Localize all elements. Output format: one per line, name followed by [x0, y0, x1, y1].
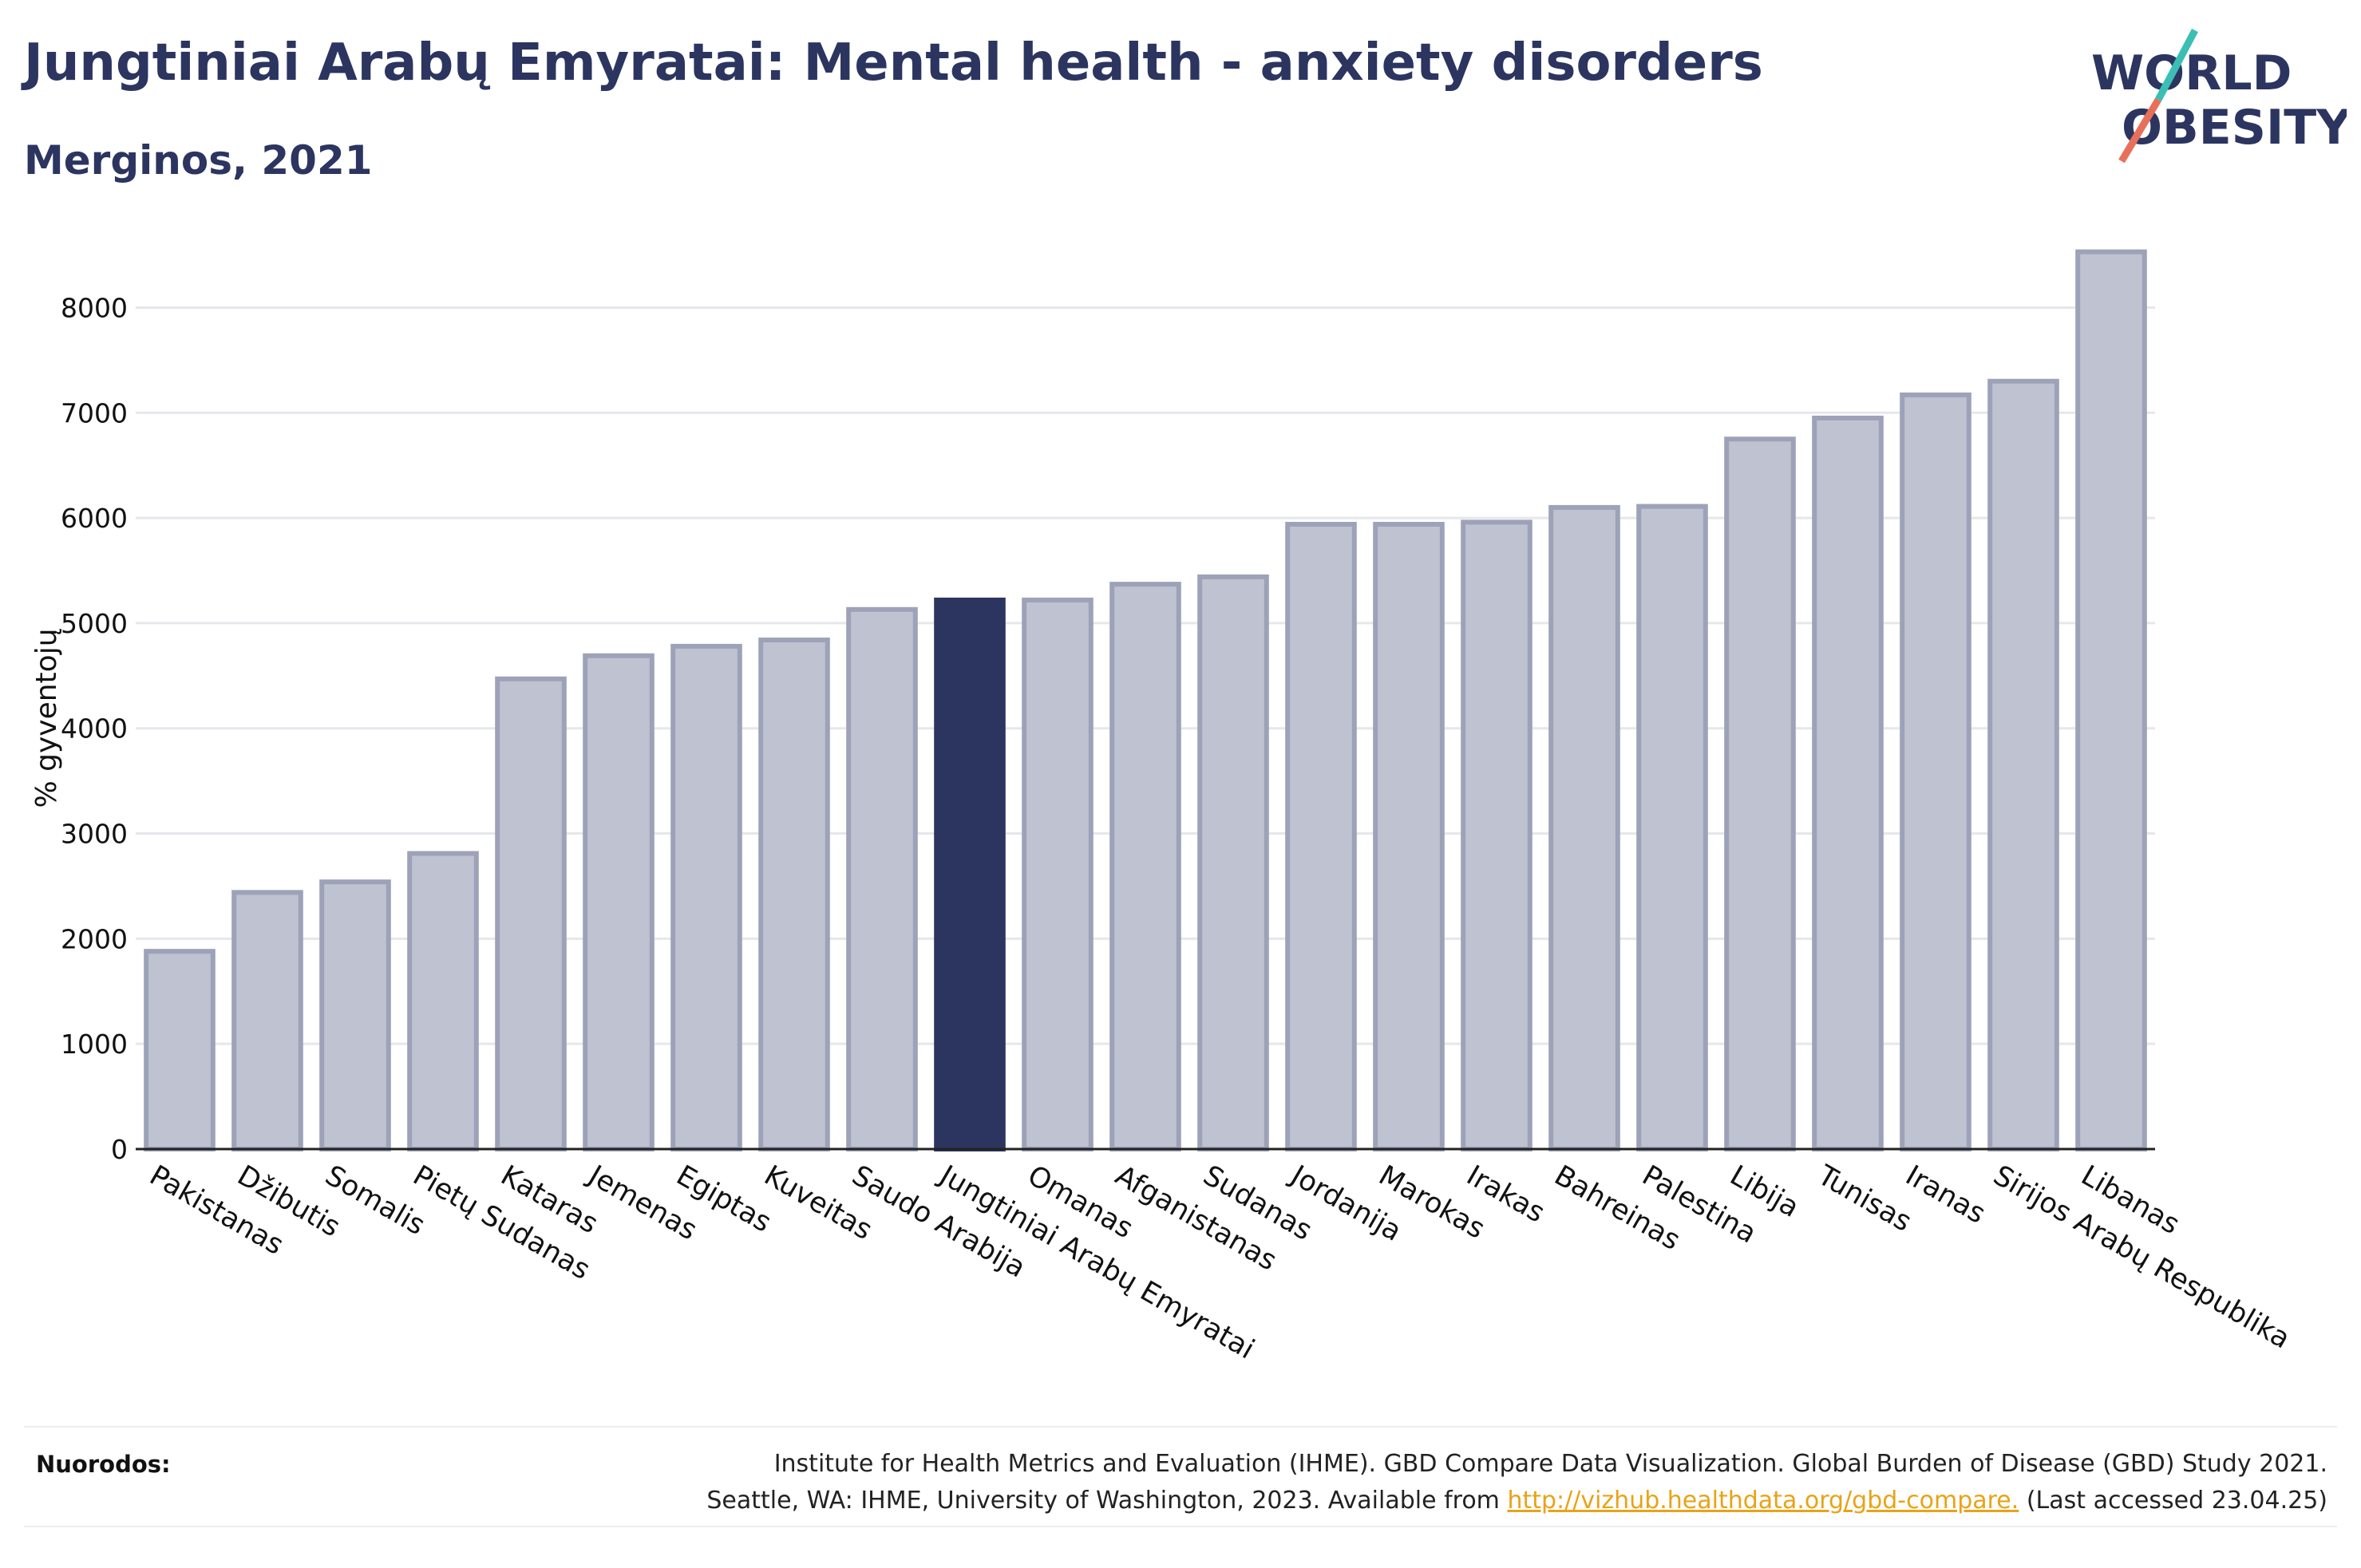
bar-marokas: [1373, 522, 1445, 1151]
y-tick-label: 5000: [61, 608, 128, 639]
bar-kuveitas: [758, 638, 830, 1151]
y-tick-label: 3000: [61, 819, 128, 850]
bar-kataras: [495, 676, 567, 1151]
bar-džibutis: [231, 890, 303, 1151]
y-tick-label: 4000: [61, 713, 128, 745]
bar-sudanas: [1197, 574, 1269, 1151]
bar-chart: 0 1000 2000 3000 4000 5000 6000 7000 8000 Pakist…: [30, 249, 2296, 1366]
bar-omanas: [1022, 597, 1093, 1151]
bars: [144, 249, 2147, 1152]
logo-world-text: WORLD: [2091, 45, 2292, 101]
y-tick-labels: 0 1000 2000 3000 4000 5000 6000 7000 8000: [61, 292, 128, 1165]
bar-jemenas: [583, 653, 655, 1151]
logo-obesity-text: OBESITY: [2122, 100, 2347, 156]
footer-divider-top: [24, 1426, 2337, 1428]
bar-irakas: [1461, 519, 1532, 1151]
y-tick-label: 6000: [61, 503, 128, 534]
logo-slash-coral: [2118, 97, 2161, 164]
bar-libija: [1724, 436, 1796, 1151]
bar-libanas: [2075, 249, 2147, 1151]
y-tick-label: 2000: [61, 923, 128, 954]
bar-tunisas: [1812, 415, 1884, 1151]
x-tick-label: Tunisas: [1812, 1159, 1917, 1238]
y-tick-label: 7000: [61, 397, 128, 429]
y-axis-label: % gyventojų: [30, 628, 63, 808]
y-tick-label: 8000: [61, 292, 128, 323]
citation-line2-post: (Last accessed 23.04.25): [2019, 1487, 2327, 1515]
y-tick-label: 1000: [61, 1029, 128, 1060]
page-title: Jungtiniai Arabų Emyratai: Mental health…: [24, 34, 1763, 93]
bar-bahreinas: [1548, 504, 1620, 1151]
footer-citation: Institute for Health Metrics and Evaluat…: [571, 1446, 2327, 1519]
citation-line2-pre: Seattle, WA: IHME, University of Washing…: [706, 1487, 1508, 1515]
page-subtitle: Merginos, 2021: [24, 137, 373, 184]
footer-label: Nuorodos:: [36, 1451, 171, 1478]
bar-sirijos-arabų-respublika: [1987, 378, 2059, 1151]
logo-slash-teal: [2155, 28, 2198, 102]
y-tick-label: 0: [111, 1134, 128, 1165]
x-tick-label: Iranas: [1900, 1159, 1991, 1230]
bar-palestina: [1636, 504, 1708, 1151]
citation-line1: Institute for Health Metrics and Evaluat…: [773, 1450, 2327, 1478]
bar-jordanija: [1285, 522, 1357, 1151]
bar-somalis: [319, 879, 391, 1151]
bar-pietų-sudanas: [407, 851, 479, 1152]
citation-link[interactable]: http://vizhub.healthdata.org/gbd-compare…: [1507, 1487, 2019, 1515]
bar-iranas: [1900, 392, 1971, 1151]
bar-pakistanas: [144, 949, 216, 1151]
bar-afganistanas: [1109, 582, 1181, 1151]
world-obesity-logo: WORLD OBESITY: [2091, 28, 2347, 164]
bar-egiptas: [670, 643, 742, 1151]
bar-saudo-arabija: [846, 606, 918, 1151]
footer-divider-bottom: [24, 1526, 2337, 1527]
bar-jungtiniai-arabų-emyratai: [934, 597, 1006, 1151]
